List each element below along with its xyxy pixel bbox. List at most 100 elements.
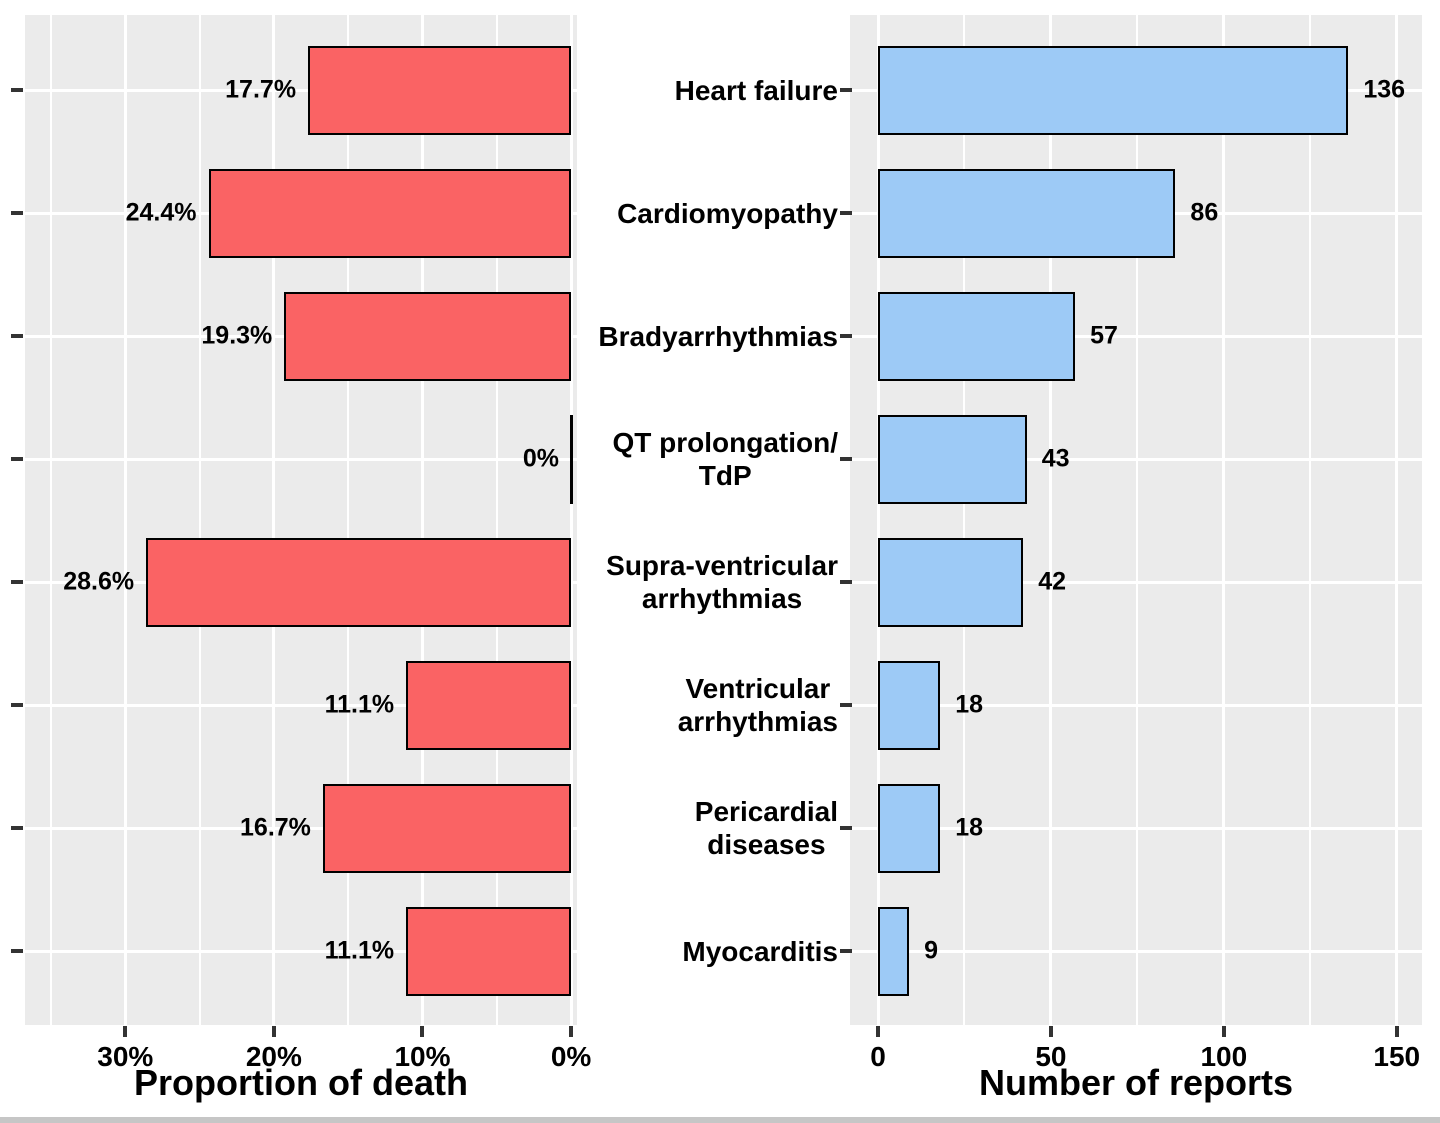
x-axis-tick-label: 0	[870, 1041, 886, 1072]
bar-bradyarrhythmias	[878, 291, 1076, 381]
major-gridline	[1222, 15, 1226, 1025]
major-gridline-row	[25, 703, 577, 707]
category-label-text: Pericardial diseases	[694, 796, 838, 860]
category-label-bradyarrhythmias: Bradyarrhythmias	[540, 274, 838, 398]
x-axis-tick	[420, 1026, 425, 1037]
y-axis-tick	[840, 580, 852, 584]
x-axis-tick-label: 20%	[245, 1041, 302, 1072]
category-label-text: Heart failure	[674, 74, 838, 106]
category-label-myocarditis: Myocarditis	[540, 889, 838, 1013]
major-gridline-row	[25, 949, 577, 953]
bar-supra-ventricular-arrhythmias	[878, 537, 1024, 627]
y-axis-tick	[11, 334, 23, 338]
category-label-text: Supra-ventricular arrhythmias	[606, 550, 838, 614]
bar-pericardial-diseases	[322, 783, 572, 873]
x-axis-title-number-of-reports: Number of reports	[978, 1062, 1294, 1103]
value-label-pericardial-diseases: 16.7%	[240, 813, 311, 842]
value-label-qt-prolongation-tdp: 0%	[522, 444, 560, 473]
y-axis-tick	[11, 211, 23, 215]
major-gridline-row	[25, 826, 577, 830]
value-label-cardiomyopathy: 24.4%	[125, 198, 197, 227]
bar-qt-prolongation-tdp-zero	[569, 414, 573, 504]
major-gridline-row	[25, 88, 577, 92]
major-gridline-row	[850, 826, 1422, 830]
value-label-supra-ventricular-arrhythmias: 42	[1038, 567, 1067, 596]
minor-gridline	[347, 15, 350, 1025]
category-label-text: Bradyarrhythmias	[598, 320, 838, 352]
major-gridline-row	[850, 334, 1422, 338]
y-axis-tick	[840, 334, 852, 338]
major-gridline-row	[25, 457, 577, 461]
x-axis-tick-label: 100	[1200, 1041, 1248, 1072]
x-axis-tick	[1394, 1026, 1399, 1037]
value-label-heart-failure: 136	[1363, 75, 1406, 104]
category-label-heart-failure: Heart failure	[540, 28, 838, 152]
category-label-ventricular-arrhythmias: Ventricular arrhythmias	[540, 643, 838, 767]
x-axis-tick	[1048, 1026, 1053, 1037]
left-plot-panel-proportion-of-death	[25, 15, 577, 1025]
y-axis-tick	[11, 703, 23, 707]
bar-cardiomyopathy	[208, 168, 572, 258]
value-label-pericardial-diseases: 18	[955, 813, 984, 842]
major-gridline-row	[850, 457, 1422, 461]
y-axis-tick	[840, 457, 852, 461]
bar-qt-prolongation-tdp	[878, 414, 1027, 504]
major-gridline	[1395, 15, 1399, 1025]
value-label-qt-prolongation-tdp: 43	[1041, 444, 1070, 473]
major-gridline-row	[850, 949, 1422, 953]
bar-supra-ventricular-arrhythmias	[146, 537, 572, 627]
value-label-supra-ventricular-arrhythmias: 28.6%	[63, 567, 135, 596]
minor-gridline	[495, 15, 498, 1025]
y-axis-tick	[840, 826, 852, 830]
x-axis-tick-label: 30%	[97, 1041, 154, 1072]
x-axis-title-proportion-of-death: Proportion of death	[134, 1062, 468, 1103]
y-axis-tick	[11, 88, 23, 92]
category-label-text: QT prolongation/ TdP	[612, 427, 838, 491]
major-gridline	[569, 15, 573, 1025]
value-label-ventricular-arrhythmias: 18	[955, 690, 984, 719]
bar-myocarditis	[406, 906, 572, 996]
y-axis-tick	[840, 949, 852, 953]
value-label-cardiomyopathy: 86	[1190, 198, 1219, 227]
major-gridline	[876, 15, 880, 1025]
category-label-text: Myocarditis	[682, 935, 838, 967]
x-axis-tick	[569, 1026, 574, 1037]
bar-pericardial-diseases	[878, 783, 941, 873]
x-axis-tick	[271, 1026, 276, 1037]
major-gridline-row	[850, 580, 1422, 584]
bar-bradyarrhythmias	[284, 291, 572, 381]
y-axis-tick	[11, 949, 23, 953]
x-axis-tick	[876, 1026, 880, 1037]
major-gridline	[272, 15, 276, 1025]
value-label-heart-failure: 17.7%	[225, 75, 297, 104]
x-axis-tick	[123, 1026, 128, 1037]
major-gridline	[1049, 15, 1053, 1025]
x-axis-tick-label: 0%	[550, 1041, 592, 1072]
value-label-myocarditis: 11.1%	[324, 936, 395, 965]
minor-gridline	[1136, 15, 1139, 1025]
category-label-text: Ventricular arrhythmias	[677, 673, 838, 737]
y-axis-tick	[840, 88, 852, 92]
bar-heart-failure	[308, 45, 572, 135]
y-axis-tick	[11, 457, 23, 461]
value-label-bradyarrhythmias: 19.3%	[201, 321, 273, 350]
value-label-bradyarrhythmias: 57	[1090, 321, 1118, 350]
x-axis-tick-label: 50	[1035, 1041, 1067, 1072]
bar-myocarditis	[878, 906, 910, 996]
y-axis-tick	[840, 703, 852, 707]
major-gridline	[420, 15, 424, 1025]
category-label-cardiomyopathy: Cardiomyopathy	[540, 151, 838, 275]
minor-gridline	[1309, 15, 1312, 1025]
bar-ventricular-arrhythmias	[406, 660, 572, 750]
bar-heart-failure	[878, 45, 1349, 135]
x-axis-tick-label: 150	[1373, 1041, 1421, 1072]
value-label-myocarditis: 9	[924, 936, 939, 965]
y-axis-tick	[840, 211, 852, 215]
value-label-ventricular-arrhythmias: 11.1%	[324, 690, 395, 719]
bar-ventricular-arrhythmias	[878, 660, 941, 750]
category-label-text: Cardiomyopathy	[617, 197, 838, 229]
x-axis-tick	[1221, 1026, 1226, 1037]
major-gridline-row	[850, 703, 1422, 707]
major-gridline	[123, 15, 127, 1025]
category-label-qt-prolongation-tdp: QT prolongation/ TdP	[540, 397, 838, 521]
